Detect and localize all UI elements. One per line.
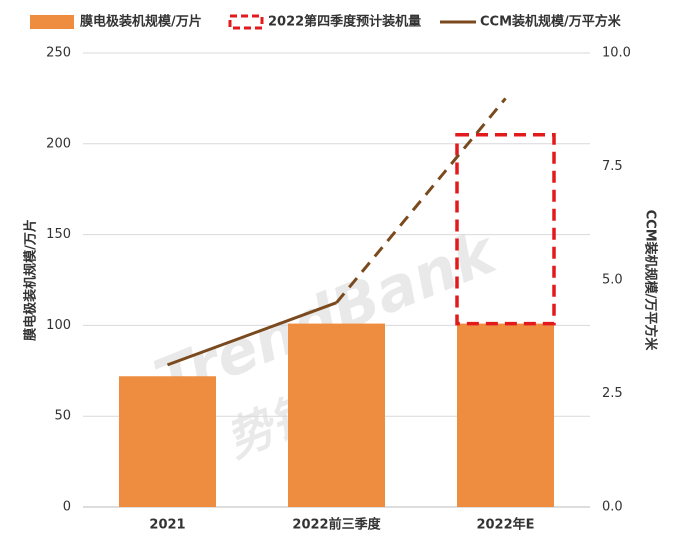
legend-swatch: [228, 14, 264, 30]
legend-label: 膜电极装机规模/万片: [80, 14, 202, 30]
x-tick-label: 2022年E: [476, 517, 534, 533]
x-tick-label: 2021: [149, 518, 185, 533]
legend-label: 2022第四季度预计装机量: [268, 14, 421, 30]
line-segment: [335, 97, 507, 304]
y-tick-label: 0: [63, 500, 71, 515]
bar: [457, 323, 554, 507]
y-tick-label: 50: [54, 409, 71, 424]
y-axis-title: 膜电极装机规模/万片: [23, 219, 39, 341]
y2-tick-label: 0.0: [602, 500, 623, 515]
legend: 膜电极装机规模/万片 2022第四季度预计装机量 CCM装机规模/万平方米: [30, 14, 622, 30]
legend-swatch: [30, 15, 74, 29]
y2-tick-label: 7.5: [602, 159, 623, 174]
forecast-box: [455, 132, 556, 326]
x-tick-label: 2022前三季度: [292, 517, 381, 533]
y-tick-label: 100: [46, 318, 71, 333]
y2-axis-title: CCM装机规模/万平方米: [643, 210, 659, 352]
y2-tick-label: 10.0: [602, 46, 631, 61]
y-tick-label: 150: [46, 227, 71, 242]
y2-tick-label: 2.5: [602, 386, 623, 401]
legend-label: CCM装机规模/万平方米: [480, 14, 622, 30]
y-tick-label: 250: [46, 46, 71, 61]
y2-tick-label: 5.0: [602, 273, 623, 288]
line-segment: [166, 301, 338, 367]
bar: [119, 376, 216, 507]
bar: [288, 323, 385, 507]
y-tick-label: 200: [46, 136, 71, 151]
